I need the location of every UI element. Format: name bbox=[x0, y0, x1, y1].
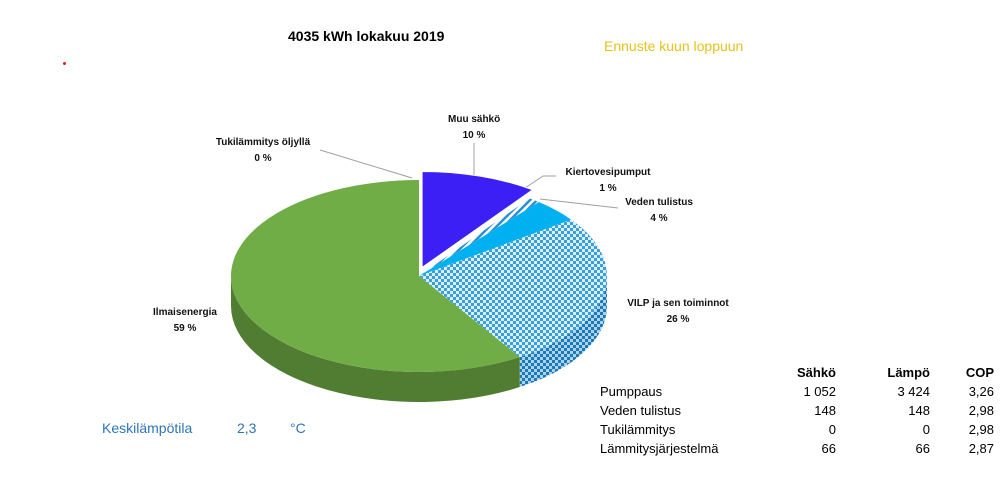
row-name: Veden tulistus bbox=[600, 403, 681, 418]
marker-dot bbox=[63, 62, 66, 65]
table-row: Pumppaus 1 052 3 424 3,26 bbox=[600, 382, 994, 401]
table-row: Tukilämmitys 0 0 2,98 bbox=[600, 420, 994, 439]
pie-slice-ilmaisenergia[interactable] bbox=[230, 180, 520, 373]
forecast-link[interactable]: Ennuste kuun loppuun bbox=[604, 38, 744, 54]
cell-lampo: 0 bbox=[922, 422, 930, 437]
slice-label-muu-sahko: Muu sähkö 10 % bbox=[448, 112, 500, 144]
cell-cop: 3,26 bbox=[968, 384, 994, 399]
slice-name: Ilmaisenergia bbox=[153, 307, 217, 318]
pie-sides bbox=[231, 276, 607, 402]
leader-lines bbox=[319, 143, 619, 209]
cell-lampo: 148 bbox=[908, 403, 930, 418]
row-name: Tukilämmitys bbox=[600, 422, 676, 437]
pie-slice-veden-tulistus[interactable] bbox=[419, 202, 572, 276]
slice-name: Muu sähkö bbox=[448, 114, 501, 125]
cell-cop: 2,98 bbox=[968, 403, 994, 418]
slice-value: 1 % bbox=[599, 183, 617, 194]
slice-value: 26 % bbox=[666, 314, 690, 325]
cell-cop: 2,87 bbox=[968, 441, 994, 456]
pie-slice-ilmaisenergia-side bbox=[231, 276, 520, 402]
pie-slice-vilp-ja-sen-toiminnot-side bbox=[519, 276, 607, 388]
cell-sahko: 1 052 bbox=[803, 384, 836, 399]
leader-line-veden-tulistus bbox=[539, 198, 619, 209]
slice-value: 59 % bbox=[173, 323, 197, 334]
table-row: Veden tulistus 148 148 2,98 bbox=[600, 401, 994, 420]
pie-slice-vilp-ja-sen-toiminnot[interactable] bbox=[419, 219, 608, 358]
slice-name: Veden tulistus bbox=[625, 197, 693, 208]
slice-label-vilp: VILP ja sen toiminnot 26 % bbox=[616, 296, 740, 328]
slice-label-ilmaisenergia: Ilmaisenergia 59 % bbox=[130, 305, 240, 337]
avg-temp-value: 2,3 bbox=[237, 420, 257, 436]
slice-label-tukilammitys: Tukilämmitys öljyllä 0 % bbox=[202, 135, 324, 167]
slice-name: Kiertovesipumput bbox=[565, 167, 651, 178]
slice-label-veden-tulistus: Veden tulistus 4 % bbox=[617, 195, 701, 227]
slice-label-kiertovesipumput: Kiertovesipumput 1 % bbox=[555, 165, 661, 197]
slice-value: 10 % bbox=[462, 130, 486, 141]
pie-slice-kiertovesipumput[interactable] bbox=[419, 198, 539, 276]
leader-line-tukilammitys bbox=[319, 149, 413, 179]
cell-sahko: 0 bbox=[828, 422, 836, 437]
col-header-lampo: Lämpö bbox=[887, 365, 930, 380]
cell-lampo: 3 424 bbox=[897, 384, 930, 399]
pie-slice-muu-sahko[interactable] bbox=[421, 170, 534, 269]
cell-sahko: 66 bbox=[821, 441, 836, 456]
table-row: Lämmitysjärjestelmä 66 66 2,87 bbox=[600, 439, 994, 458]
avg-temp-label: Keskilämpötila bbox=[102, 420, 193, 436]
col-header-sahko: Sähkö bbox=[796, 365, 836, 380]
col-header-cop: COP bbox=[965, 365, 994, 380]
chart-title: 4035 kWh lokakuu 2019 bbox=[288, 28, 445, 44]
avg-temp-unit: °C bbox=[290, 420, 306, 436]
cell-sahko: 148 bbox=[814, 403, 836, 418]
leader-line-kiertovesipumput bbox=[521, 175, 556, 191]
energy-table: Sähkö Lämpö COP Pumppaus 1 052 3 424 3,2… bbox=[600, 363, 994, 458]
table-header-row: Sähkö Lämpö COP bbox=[600, 363, 994, 382]
cell-cop: 2,98 bbox=[968, 422, 994, 437]
cell-lampo: 66 bbox=[915, 441, 930, 456]
slice-value: 4 % bbox=[650, 213, 668, 224]
slice-value: 0 % bbox=[254, 153, 272, 164]
pie-tops bbox=[230, 170, 608, 373]
row-name: Lämmitysjärjestelmä bbox=[600, 441, 719, 456]
row-name: Pumppaus bbox=[600, 384, 663, 399]
slice-name: Tukilämmitys öljyllä bbox=[215, 137, 311, 148]
slice-name: VILP ja sen toiminnot bbox=[627, 298, 729, 309]
